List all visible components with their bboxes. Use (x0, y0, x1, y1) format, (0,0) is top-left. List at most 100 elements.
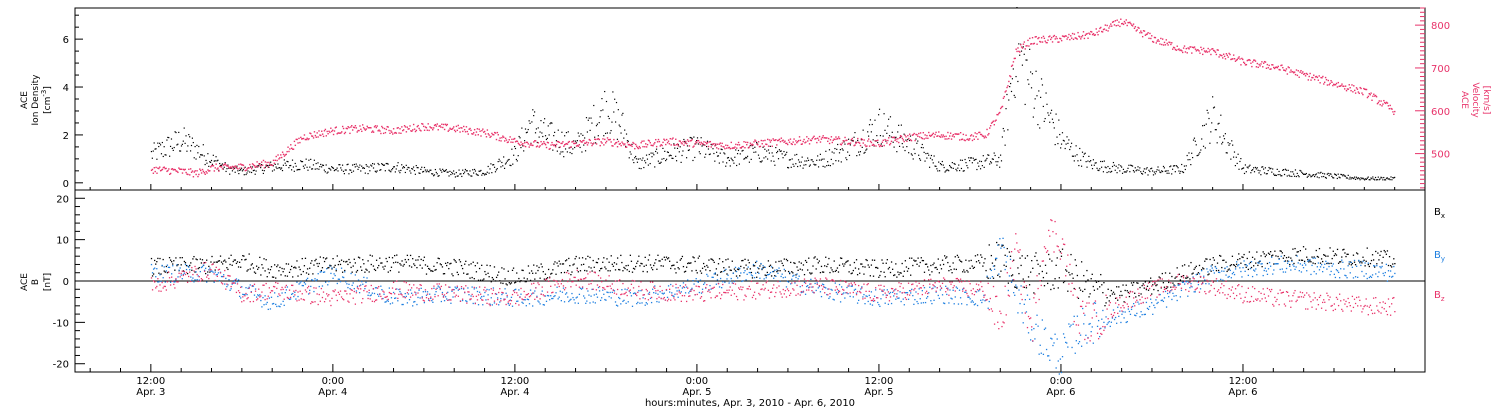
density-point (1080, 160, 1081, 161)
velocity-point (463, 126, 464, 127)
velocity-point (1006, 87, 1007, 88)
velocity-point (703, 141, 704, 142)
by-point (807, 285, 808, 286)
velocity-point (914, 133, 915, 134)
bx-point (779, 270, 780, 271)
velocity-point (1107, 30, 1108, 31)
density-point (624, 129, 625, 130)
velocity-point (1043, 36, 1044, 37)
velocity-point (510, 141, 511, 142)
bx-point (1380, 251, 1381, 252)
density-point (1029, 49, 1030, 50)
density-point (1114, 165, 1115, 166)
density-point (672, 158, 673, 159)
bx-point (1110, 295, 1111, 296)
velocity-point (744, 147, 745, 148)
bx-point (372, 255, 373, 256)
bx-point (1067, 291, 1068, 292)
density-point (340, 167, 341, 168)
velocity-point (1026, 45, 1027, 46)
density-point (636, 158, 637, 159)
density-point (1378, 177, 1379, 178)
bx-point (980, 254, 981, 255)
density-point (534, 111, 535, 112)
velocity-point (1083, 31, 1084, 32)
velocity-point (779, 139, 780, 140)
density-point (1055, 144, 1056, 145)
density-point (1208, 118, 1209, 119)
by-point (476, 287, 477, 288)
by-point (526, 305, 527, 306)
by-point (331, 267, 332, 268)
velocity-point (705, 142, 706, 143)
velocity-point (408, 128, 409, 129)
by-point (836, 292, 837, 293)
velocity-point (1156, 42, 1157, 43)
by-point (468, 294, 469, 295)
by-point (392, 302, 393, 303)
density-point (361, 166, 362, 167)
velocity-point (830, 139, 831, 140)
density-point (1193, 139, 1194, 140)
density-point (1115, 170, 1116, 171)
density-point (469, 170, 470, 171)
velocity-point (511, 139, 512, 140)
velocity-point (977, 139, 978, 140)
density-point (1211, 122, 1212, 123)
bx-point (967, 271, 968, 272)
bx-point (650, 264, 651, 265)
by-point (493, 287, 494, 288)
density-point (296, 166, 297, 167)
velocity-point (606, 141, 607, 142)
density-point (1074, 160, 1075, 161)
density-point (722, 161, 723, 162)
by-point (530, 290, 531, 291)
density-point (1172, 169, 1173, 170)
bx-point (1026, 287, 1027, 288)
bx-point (529, 272, 530, 273)
density-point (751, 159, 752, 160)
density-point (1323, 176, 1324, 177)
density-point (1069, 149, 1070, 150)
density-point (314, 160, 315, 161)
velocity-point (1093, 33, 1094, 34)
density-point (1138, 170, 1139, 171)
bx-point (1373, 259, 1374, 260)
bx-point (533, 264, 534, 265)
bx-point (1066, 270, 1067, 271)
density-point (1140, 171, 1141, 172)
density-point (1186, 165, 1187, 166)
velocity-point (509, 139, 510, 140)
bx-point (690, 262, 691, 263)
density-point (295, 163, 296, 164)
density-point (575, 141, 576, 142)
bx-point (675, 272, 676, 273)
density-point (224, 167, 225, 168)
bx-point (842, 263, 843, 264)
bx-point (682, 256, 683, 257)
velocity-point (1056, 38, 1057, 39)
velocity-point (1174, 47, 1175, 48)
density-point (824, 166, 825, 167)
bx-point (421, 259, 422, 260)
by-point (562, 292, 563, 293)
bx-point (1261, 266, 1262, 267)
velocity-point (630, 144, 631, 145)
density-point (397, 162, 398, 163)
density-point (1196, 144, 1197, 145)
density-point (637, 162, 638, 163)
bx-point (1283, 258, 1284, 259)
bx-point (301, 274, 302, 275)
density-point (1035, 71, 1036, 72)
velocity-point (869, 145, 870, 146)
density-point (1039, 127, 1040, 128)
by-point (981, 302, 982, 303)
velocity-point (1087, 38, 1088, 39)
by-point (750, 272, 751, 273)
velocity-point (617, 146, 618, 147)
bx-point (1353, 255, 1354, 256)
density-point (1295, 169, 1296, 170)
density-point (949, 165, 950, 166)
velocity-point (1119, 26, 1120, 27)
velocity-point (472, 133, 473, 134)
